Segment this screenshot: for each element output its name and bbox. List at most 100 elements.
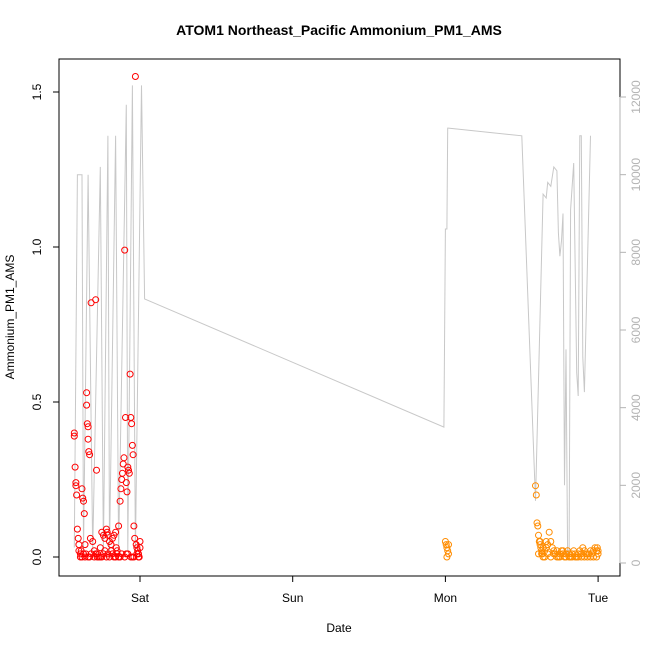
data-point-s1-66 bbox=[129, 451, 137, 459]
data-point-s1-50 bbox=[117, 485, 125, 493]
data-point-s1-23 bbox=[84, 435, 92, 443]
data-point-s2-11 bbox=[535, 531, 542, 539]
data-point-s1-60 bbox=[125, 466, 132, 474]
data-point-s2-54 bbox=[594, 547, 602, 555]
y2-tick-label: 10000 bbox=[629, 158, 643, 192]
data-point-s1-22 bbox=[84, 423, 92, 431]
data-point-s1-19 bbox=[83, 389, 91, 397]
data-point-s2-75 bbox=[593, 553, 601, 561]
data-point-s1-30 bbox=[92, 296, 100, 304]
data-point-s1-13 bbox=[78, 485, 86, 493]
data-point-s2-64 bbox=[559, 547, 567, 555]
y-tick-label: 1.0 bbox=[30, 238, 44, 255]
secondary-y-axis: 0 2000 4000 6000 8000 10000 12000 bbox=[619, 80, 643, 566]
data-point-s1-98 bbox=[92, 550, 100, 558]
data-point-s1-58 bbox=[123, 488, 131, 496]
altitude-line bbox=[73, 85, 591, 556]
data-point-s1-15 bbox=[80, 497, 87, 505]
data-point-s2-77 bbox=[539, 544, 547, 552]
y-tick-label: 0.0 bbox=[30, 548, 44, 565]
data-point-s1-96 bbox=[80, 550, 87, 558]
x-axis: Sat Sun Mon Tue bbox=[131, 575, 609, 605]
data-point-s1-1 bbox=[70, 432, 78, 440]
data-point-s1-45 bbox=[112, 528, 120, 536]
data-point-s1-57 bbox=[122, 479, 130, 487]
data-point-s1-64 bbox=[128, 420, 136, 428]
data-point-s1-4 bbox=[72, 482, 80, 490]
y-axis-label: Ammonium_PM1_AMS bbox=[3, 255, 17, 380]
data-point-s2-1 bbox=[442, 541, 450, 549]
data-point-s2-9 bbox=[533, 519, 541, 527]
data-point-s1-39 bbox=[103, 528, 111, 536]
data-point-s1-56 bbox=[122, 414, 129, 421]
data-point-s1-97 bbox=[86, 553, 94, 561]
x-tick-label: Sat bbox=[131, 591, 150, 605]
data-point-s1-107 bbox=[107, 547, 115, 555]
data-point-s1-65 bbox=[128, 441, 136, 449]
y2-tick-label: 6000 bbox=[629, 316, 643, 343]
y-axis: 0.0 0.5 1.0 1.5 bbox=[30, 83, 60, 565]
data-point-s1-8 bbox=[75, 541, 83, 549]
data-point-s1-38 bbox=[102, 525, 110, 533]
data-point-s1-76 bbox=[136, 544, 144, 552]
data-point-s1-105 bbox=[135, 553, 142, 561]
data-point-s1-69 bbox=[131, 73, 139, 80]
data-point-s2-7 bbox=[532, 482, 539, 490]
x-tick-label: Sun bbox=[282, 591, 303, 605]
data-point-s1-55 bbox=[121, 246, 129, 254]
data-point-s2-74 bbox=[590, 553, 597, 561]
data-point-s1-0 bbox=[70, 429, 78, 437]
data-point-s1-61 bbox=[125, 469, 133, 477]
data-point-s1-17 bbox=[81, 541, 89, 549]
data-point-s1-28 bbox=[89, 538, 97, 545]
y2-tick-label: 0 bbox=[629, 559, 643, 566]
data-point-s1-103 bbox=[122, 550, 130, 558]
data-point-s1-49 bbox=[116, 497, 124, 505]
data-point-s1-2 bbox=[71, 463, 79, 471]
data-point-s2-21 bbox=[545, 528, 553, 536]
data-points bbox=[70, 73, 602, 561]
y-tick-label: 1.5 bbox=[30, 83, 44, 100]
data-point-s1-59 bbox=[124, 463, 132, 471]
data-point-s2-78 bbox=[542, 538, 550, 545]
y2-tick-label: 4000 bbox=[629, 394, 643, 421]
data-point-s2-5 bbox=[443, 553, 451, 561]
data-point-s1-108 bbox=[113, 550, 121, 558]
data-point-s2-55 bbox=[593, 544, 601, 552]
data-point-s1-99 bbox=[98, 553, 106, 561]
x-axis-label: Date bbox=[326, 621, 352, 635]
y-tick-label: 0.5 bbox=[30, 393, 44, 410]
data-point-s1-31 bbox=[93, 466, 100, 474]
x-tick-label: Tue bbox=[588, 591, 609, 605]
data-point-s2-56 bbox=[535, 550, 542, 558]
data-point-s1-16 bbox=[80, 510, 88, 518]
data-point-s1-54 bbox=[120, 454, 128, 462]
data-point-s2-62 bbox=[553, 553, 561, 561]
data-point-s2-22 bbox=[547, 538, 555, 545]
data-point-s1-14 bbox=[79, 494, 87, 502]
y2-tick-label: 2000 bbox=[629, 472, 643, 499]
altitude-series bbox=[73, 85, 591, 556]
chart-title: ATOM1 Northeast_Pacific Ammonium_PM1_AMS bbox=[176, 22, 502, 38]
data-point-s1-7 bbox=[74, 534, 82, 542]
data-point-s2-6 bbox=[445, 541, 452, 549]
y2-tick-label: 12000 bbox=[629, 80, 643, 114]
data-point-s2-10 bbox=[534, 522, 542, 530]
data-point-s1-24 bbox=[85, 448, 93, 456]
data-point-s1-20 bbox=[83, 401, 91, 409]
data-point-s1-48 bbox=[115, 522, 123, 530]
y2-tick-label: 8000 bbox=[629, 239, 643, 266]
data-point-s1-21 bbox=[83, 420, 91, 428]
data-point-s1-62 bbox=[126, 370, 134, 378]
data-point-s1-5 bbox=[73, 491, 81, 499]
data-point-s1-75 bbox=[136, 538, 144, 545]
data-point-s1-6 bbox=[73, 525, 81, 533]
data-point-s2-8 bbox=[532, 491, 540, 499]
data-point-s1-52 bbox=[118, 469, 126, 477]
data-point-s1-68 bbox=[131, 534, 139, 542]
data-point-s2-70 bbox=[577, 553, 585, 561]
x-tick-label: Mon bbox=[434, 591, 457, 605]
data-point-s1-25 bbox=[86, 451, 94, 459]
data-point-s1-67 bbox=[130, 522, 138, 530]
